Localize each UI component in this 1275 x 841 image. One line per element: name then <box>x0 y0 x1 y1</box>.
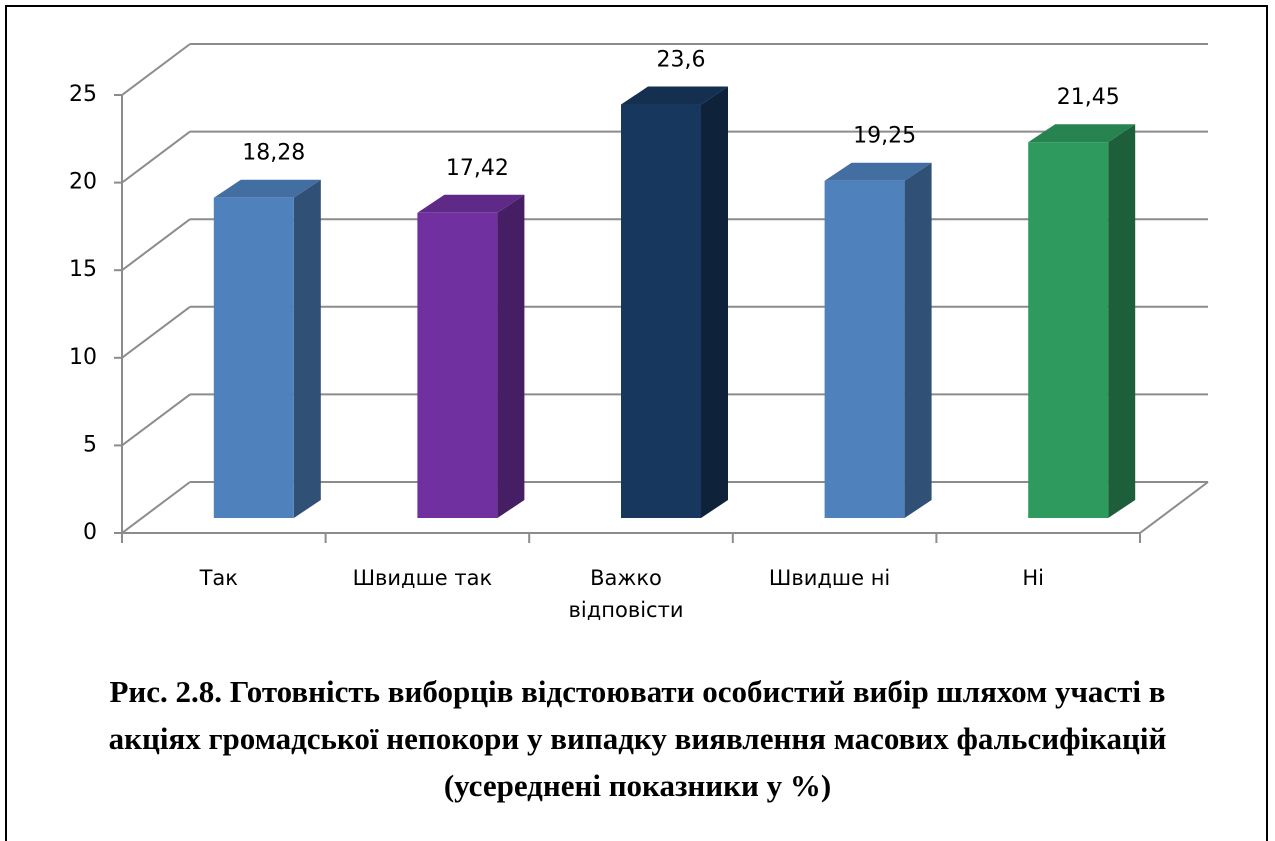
chart-title: Рис. 2.8. Готовність виборців відстоюват… <box>108 674 1167 803</box>
grid-line <box>121 305 191 359</box>
value-label: 17,42 <box>446 156 509 181</box>
bar-top <box>213 179 321 198</box>
y-tick-label: 0 <box>83 520 97 545</box>
bar-side <box>497 194 525 518</box>
x-tick-label: Важко відповісти <box>568 566 684 622</box>
grid-line <box>121 218 191 272</box>
bar-side <box>701 86 728 518</box>
bar-top <box>824 162 932 181</box>
y-tick-label: 10 <box>69 345 97 370</box>
frame <box>5 5 1268 841</box>
grid-line <box>121 393 191 447</box>
y-tick-label: 5 <box>83 432 97 457</box>
grid-line <box>121 481 191 534</box>
value-label: 19,25 <box>853 124 916 149</box>
y-tick-label: 15 <box>69 257 97 282</box>
chart: 0 5 10 15 20 25 18,28 17,42 23,6 19,25 21,45 <box>69 43 1209 545</box>
value-label: 21,45 <box>1057 85 1120 110</box>
y-tick-label: 25 <box>69 82 97 107</box>
grid-line <box>121 43 191 96</box>
bar <box>621 104 701 518</box>
bar <box>824 180 905 519</box>
bar <box>213 197 294 518</box>
bar-top <box>621 86 728 105</box>
x-tick-label: Швидше ні <box>768 566 891 590</box>
y-tick-label: 20 <box>69 170 97 195</box>
grid-line <box>121 130 191 184</box>
value-label: 23,6 <box>657 48 706 73</box>
floor-edge <box>1139 481 1209 534</box>
x-tick-label: Швидше так <box>352 566 493 590</box>
bar-side <box>904 162 932 519</box>
bar-side <box>1108 124 1136 519</box>
bar-top <box>1028 124 1136 143</box>
value-label: 18,28 <box>242 141 305 166</box>
bar <box>1028 142 1109 519</box>
bar-top <box>417 194 525 213</box>
x-tick-label: Ні <box>1022 566 1044 590</box>
bar-side <box>293 179 321 518</box>
x-tick-label: Так <box>199 566 238 590</box>
bar <box>417 212 498 518</box>
